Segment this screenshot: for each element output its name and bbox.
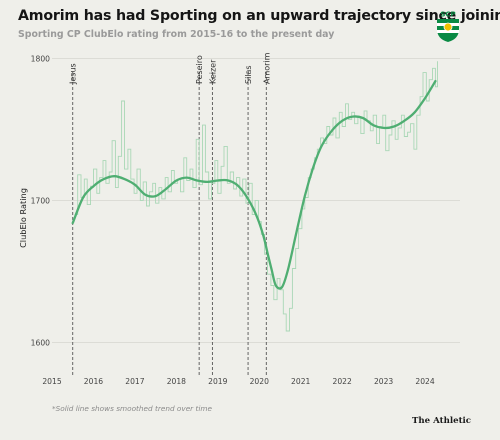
x-tick-label: 2019 bbox=[208, 377, 227, 386]
y-tick-label: 1700 bbox=[31, 196, 50, 205]
x-tick-label: 2017 bbox=[125, 377, 144, 386]
manager-label: Amorim bbox=[262, 52, 271, 84]
raw-rating-line bbox=[74, 61, 438, 332]
y-tick-label: 1600 bbox=[31, 338, 50, 347]
series-lines bbox=[71, 61, 438, 332]
y-axis-ticks: 1600 1700 1800 bbox=[31, 54, 50, 347]
footnote: *Solid line shows smoothed trend over ti… bbox=[52, 404, 212, 413]
manager-label: Peseiro bbox=[195, 55, 204, 84]
x-tick-label: 2016 bbox=[84, 377, 103, 386]
x-tick-label: 2024 bbox=[415, 377, 434, 386]
chart-subtitle: Sporting CP ClubElo rating from 2015-16 … bbox=[18, 29, 335, 40]
logo-text: SCP bbox=[440, 11, 455, 19]
x-tick-label: 2018 bbox=[167, 377, 186, 386]
x-tick-label: 2023 bbox=[374, 377, 393, 386]
manager-markers: Jesus Peseiro Keizer Silas Amorim bbox=[69, 52, 271, 375]
y-tick-label: 1800 bbox=[31, 54, 50, 63]
x-axis-ticks: 2015 2016 2017 2018 2019 2020 2021 2022 2023 2024 bbox=[42, 377, 435, 386]
x-tick-label: 2022 bbox=[332, 377, 351, 386]
x-tick-label: 2021 bbox=[291, 377, 310, 386]
y-axis-label: ClubElo Rating bbox=[18, 188, 28, 248]
x-tick-label: 2015 bbox=[42, 377, 61, 386]
x-tick-label: 2020 bbox=[250, 377, 269, 386]
publisher-logo: The Athletic bbox=[412, 416, 472, 426]
sporting-cp-crest-icon: SCP bbox=[437, 11, 459, 42]
chart-title: Amorim has had Sporting on an upward tra… bbox=[18, 8, 500, 24]
manager-label: Jesus bbox=[69, 63, 78, 85]
manager-label: Silas bbox=[244, 65, 253, 84]
manager-label: Keizer bbox=[208, 59, 217, 84]
smoothed-trend-line bbox=[71, 79, 437, 290]
